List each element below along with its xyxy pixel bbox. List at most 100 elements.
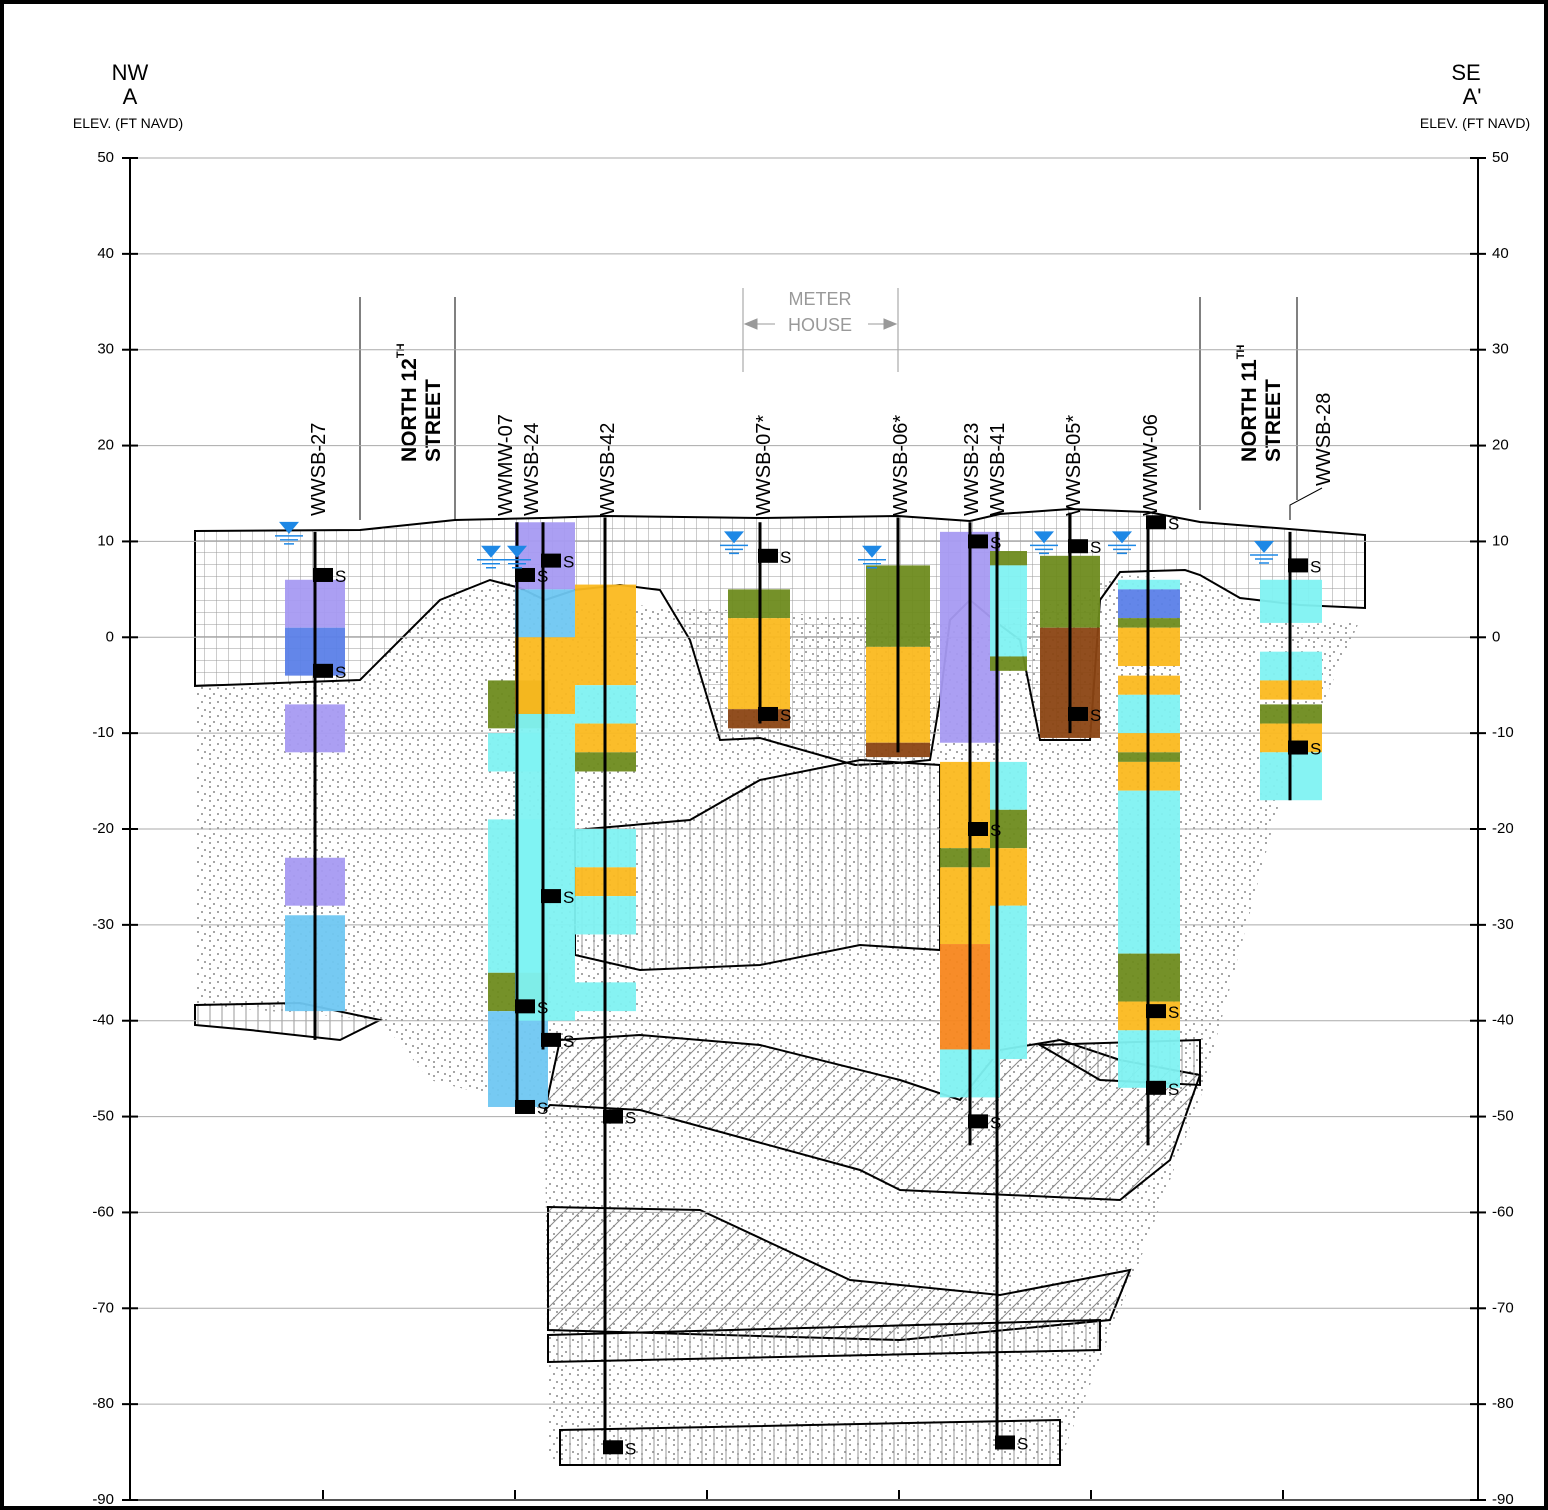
- sample-label: S: [625, 1109, 636, 1128]
- sample: [541, 1033, 561, 1047]
- sample-label: S: [563, 553, 574, 572]
- tick-label: -40: [92, 1012, 114, 1029]
- tick-label: -60: [92, 1203, 114, 1220]
- sample: [1146, 1004, 1166, 1018]
- tick-label: -60: [1492, 1203, 1514, 1220]
- direction: NW: [112, 60, 149, 85]
- sample-label: S: [1168, 1003, 1179, 1022]
- street-label: NORTH 12TH: [395, 343, 421, 462]
- sample-label: S: [1310, 557, 1321, 576]
- structure-label: METER: [789, 289, 852, 309]
- sample-label: S: [563, 888, 574, 907]
- sample: [603, 1110, 623, 1124]
- sample: [313, 568, 333, 582]
- tick-label: -20: [92, 820, 114, 837]
- tick-label: 50: [1492, 149, 1509, 166]
- sample: [968, 1114, 988, 1128]
- tick-label: 0: [106, 628, 114, 645]
- tick-label: 0: [1492, 628, 1500, 645]
- tick-label: -50: [1492, 1108, 1514, 1125]
- boring-label: WWMW-06: [1140, 414, 1162, 516]
- interval: [515, 714, 575, 1021]
- sample-label: S: [1168, 1080, 1179, 1099]
- sample: [541, 554, 561, 568]
- sample-label: S: [780, 548, 791, 567]
- sample-label: S: [335, 663, 346, 682]
- boring-label: WWSB-07*: [753, 415, 775, 516]
- sample: [968, 822, 988, 836]
- sample: [515, 568, 535, 582]
- sample: [603, 1440, 623, 1454]
- tick-label: -10: [1492, 724, 1514, 741]
- boring-label: WWSB-06*: [890, 415, 912, 516]
- tick-label: 50: [97, 149, 114, 166]
- tick-label: -90: [1492, 1491, 1514, 1508]
- sample: [1288, 741, 1308, 755]
- sample-label: S: [1168, 514, 1179, 533]
- tick-label: -80: [92, 1395, 114, 1412]
- section-letter: A': [1463, 84, 1482, 109]
- interval: [515, 589, 575, 637]
- sample-label: S: [780, 706, 791, 725]
- sample-label: S: [1090, 538, 1101, 557]
- boring-label: WWSB-28: [1313, 393, 1335, 486]
- axis-label: ELEV. (FT NAVD): [73, 115, 183, 131]
- sample-label: S: [563, 1032, 574, 1051]
- tick-label: 10: [97, 532, 114, 549]
- street-label: STREET: [1262, 379, 1285, 462]
- sample: [1288, 558, 1308, 572]
- street-label: STREET: [422, 379, 445, 462]
- sample-label: S: [625, 1439, 636, 1458]
- superscript: TH: [395, 343, 407, 358]
- tick-label: -80: [1492, 1395, 1514, 1412]
- street-name: NORTH 12: [398, 358, 421, 462]
- tick-label: -40: [1492, 1012, 1514, 1029]
- sample-label: S: [1310, 740, 1321, 759]
- superscript: TH: [1235, 345, 1247, 360]
- tick-label: -10: [92, 724, 114, 741]
- boring-label: WWSB-05*: [1063, 415, 1085, 516]
- tick-label: -30: [92, 916, 114, 933]
- boring-label: WWMW-07: [495, 414, 517, 516]
- sample: [968, 534, 988, 548]
- interval: [515, 637, 575, 714]
- tick-label: 30: [1492, 341, 1509, 358]
- sample: [313, 664, 333, 678]
- axis-label: ELEV. (FT NAVD): [1420, 115, 1530, 131]
- sample: [1068, 707, 1088, 721]
- boring-label: WWSB-27: [308, 423, 330, 516]
- direction: SE: [1451, 60, 1480, 85]
- street-label: NORTH 11TH: [1235, 345, 1261, 462]
- sample: [758, 549, 778, 563]
- tick-label: -50: [92, 1108, 114, 1125]
- sample-label: S: [1017, 1434, 1028, 1453]
- tick-label: 30: [97, 341, 114, 358]
- boring-label: WWSB-42: [597, 423, 619, 516]
- sample: [1068, 539, 1088, 553]
- sample: [515, 999, 535, 1013]
- street-name: NORTH 11: [1238, 359, 1261, 462]
- sample: [758, 707, 778, 721]
- page: NW A ELEV. (FT NAVD) SE A' ELEV. (FT NAV…: [0, 0, 1548, 1510]
- tick-label: -30: [1492, 916, 1514, 933]
- sample-label: S: [1090, 706, 1101, 725]
- sample: [1146, 515, 1166, 529]
- sample: [1146, 1081, 1166, 1095]
- boring-label: WWSB-41: [987, 423, 1009, 516]
- tick-label: 10: [1492, 532, 1509, 549]
- section-letter: A: [123, 84, 138, 109]
- tick-label: -90: [92, 1491, 114, 1508]
- tick-label: 20: [1492, 437, 1509, 454]
- boring-label: WWSB-24: [521, 423, 543, 516]
- tick-label: 40: [97, 245, 114, 262]
- structure-label: HOUSE: [788, 315, 852, 335]
- tick-label: -70: [92, 1299, 114, 1316]
- cross-section: NW A ELEV. (FT NAVD) SE A' ELEV. (FT NAV…: [0, 0, 1548, 1510]
- tick-label: -20: [1492, 820, 1514, 837]
- boring-label: WWSB-23: [961, 423, 983, 516]
- sample: [541, 889, 561, 903]
- sample: [995, 1435, 1015, 1449]
- sample-label: S: [537, 1099, 548, 1118]
- tick-label: 40: [1492, 245, 1509, 262]
- tick-label: 20: [97, 437, 114, 454]
